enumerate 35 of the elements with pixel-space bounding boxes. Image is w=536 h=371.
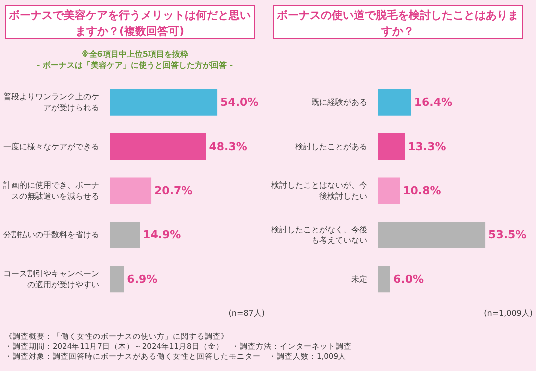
bar bbox=[378, 178, 400, 204]
bar bbox=[378, 134, 406, 160]
text: (n=87人) bbox=[228, 308, 265, 320]
y-tick-label: 検討したことはないが、今後検討したい bbox=[272, 181, 368, 201]
bar bbox=[110, 266, 124, 293]
data-label: 53.5% bbox=[488, 228, 527, 242]
y-tick-label: 計画的に使用でき、ボーナスの無駄遣いを減らせる bbox=[4, 181, 100, 201]
bar bbox=[110, 178, 152, 204]
data-label: 54.0% bbox=[220, 96, 259, 110]
chart-subtitle: ※全6項目中上位5項目を抜粋 - ボーナスは「美容ケア」に使うと回答した方が回答 - bbox=[36, 49, 234, 72]
bar bbox=[110, 222, 140, 248]
data-label: 6.0% bbox=[394, 272, 424, 286]
y-tick-label: 検討したことがある bbox=[296, 142, 368, 152]
y-tick-label: 一度に様々なケアができる bbox=[4, 142, 100, 152]
data-label: 48.3% bbox=[209, 140, 248, 154]
y-tick-label: 未定 bbox=[352, 274, 368, 284]
text: (n=1,009人) bbox=[484, 308, 533, 320]
data-label: 13.3% bbox=[408, 140, 446, 154]
data-label: 16.4% bbox=[414, 96, 452, 110]
data-label: 10.8% bbox=[403, 184, 442, 198]
bar bbox=[110, 89, 218, 116]
data-label: 14.9% bbox=[143, 228, 182, 242]
y-tick-label: 検討したことがなく、今後も考えていない bbox=[272, 225, 368, 246]
data-label: 20.7% bbox=[154, 184, 193, 198]
bar bbox=[378, 266, 391, 293]
bar bbox=[378, 222, 486, 248]
chart-title: ボーナスで美容ケアを行うメリットは何だと思いますか？(複数回答可) bbox=[8, 8, 252, 40]
y-tick-label: 既に経験がある bbox=[312, 98, 368, 108]
bar bbox=[378, 89, 412, 116]
data-label: 6.9% bbox=[127, 272, 158, 286]
chart-title: ボーナスの使い道で脱毛を検討したことはありますか？ bbox=[276, 8, 520, 40]
y-tick-label: 分割払いの手数料を省ける bbox=[4, 230, 100, 240]
y-tick-label: コース割引やキャンペーンの適用が受けやすい bbox=[4, 270, 100, 290]
bar bbox=[110, 134, 206, 160]
y-tick-label: 普段よりワンランク上のケアが受けられる bbox=[4, 92, 100, 112]
